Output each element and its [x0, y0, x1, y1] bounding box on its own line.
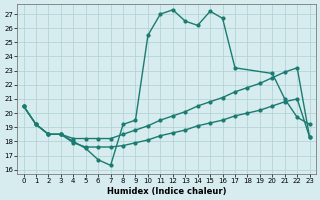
X-axis label: Humidex (Indice chaleur): Humidex (Indice chaleur)	[107, 187, 226, 196]
